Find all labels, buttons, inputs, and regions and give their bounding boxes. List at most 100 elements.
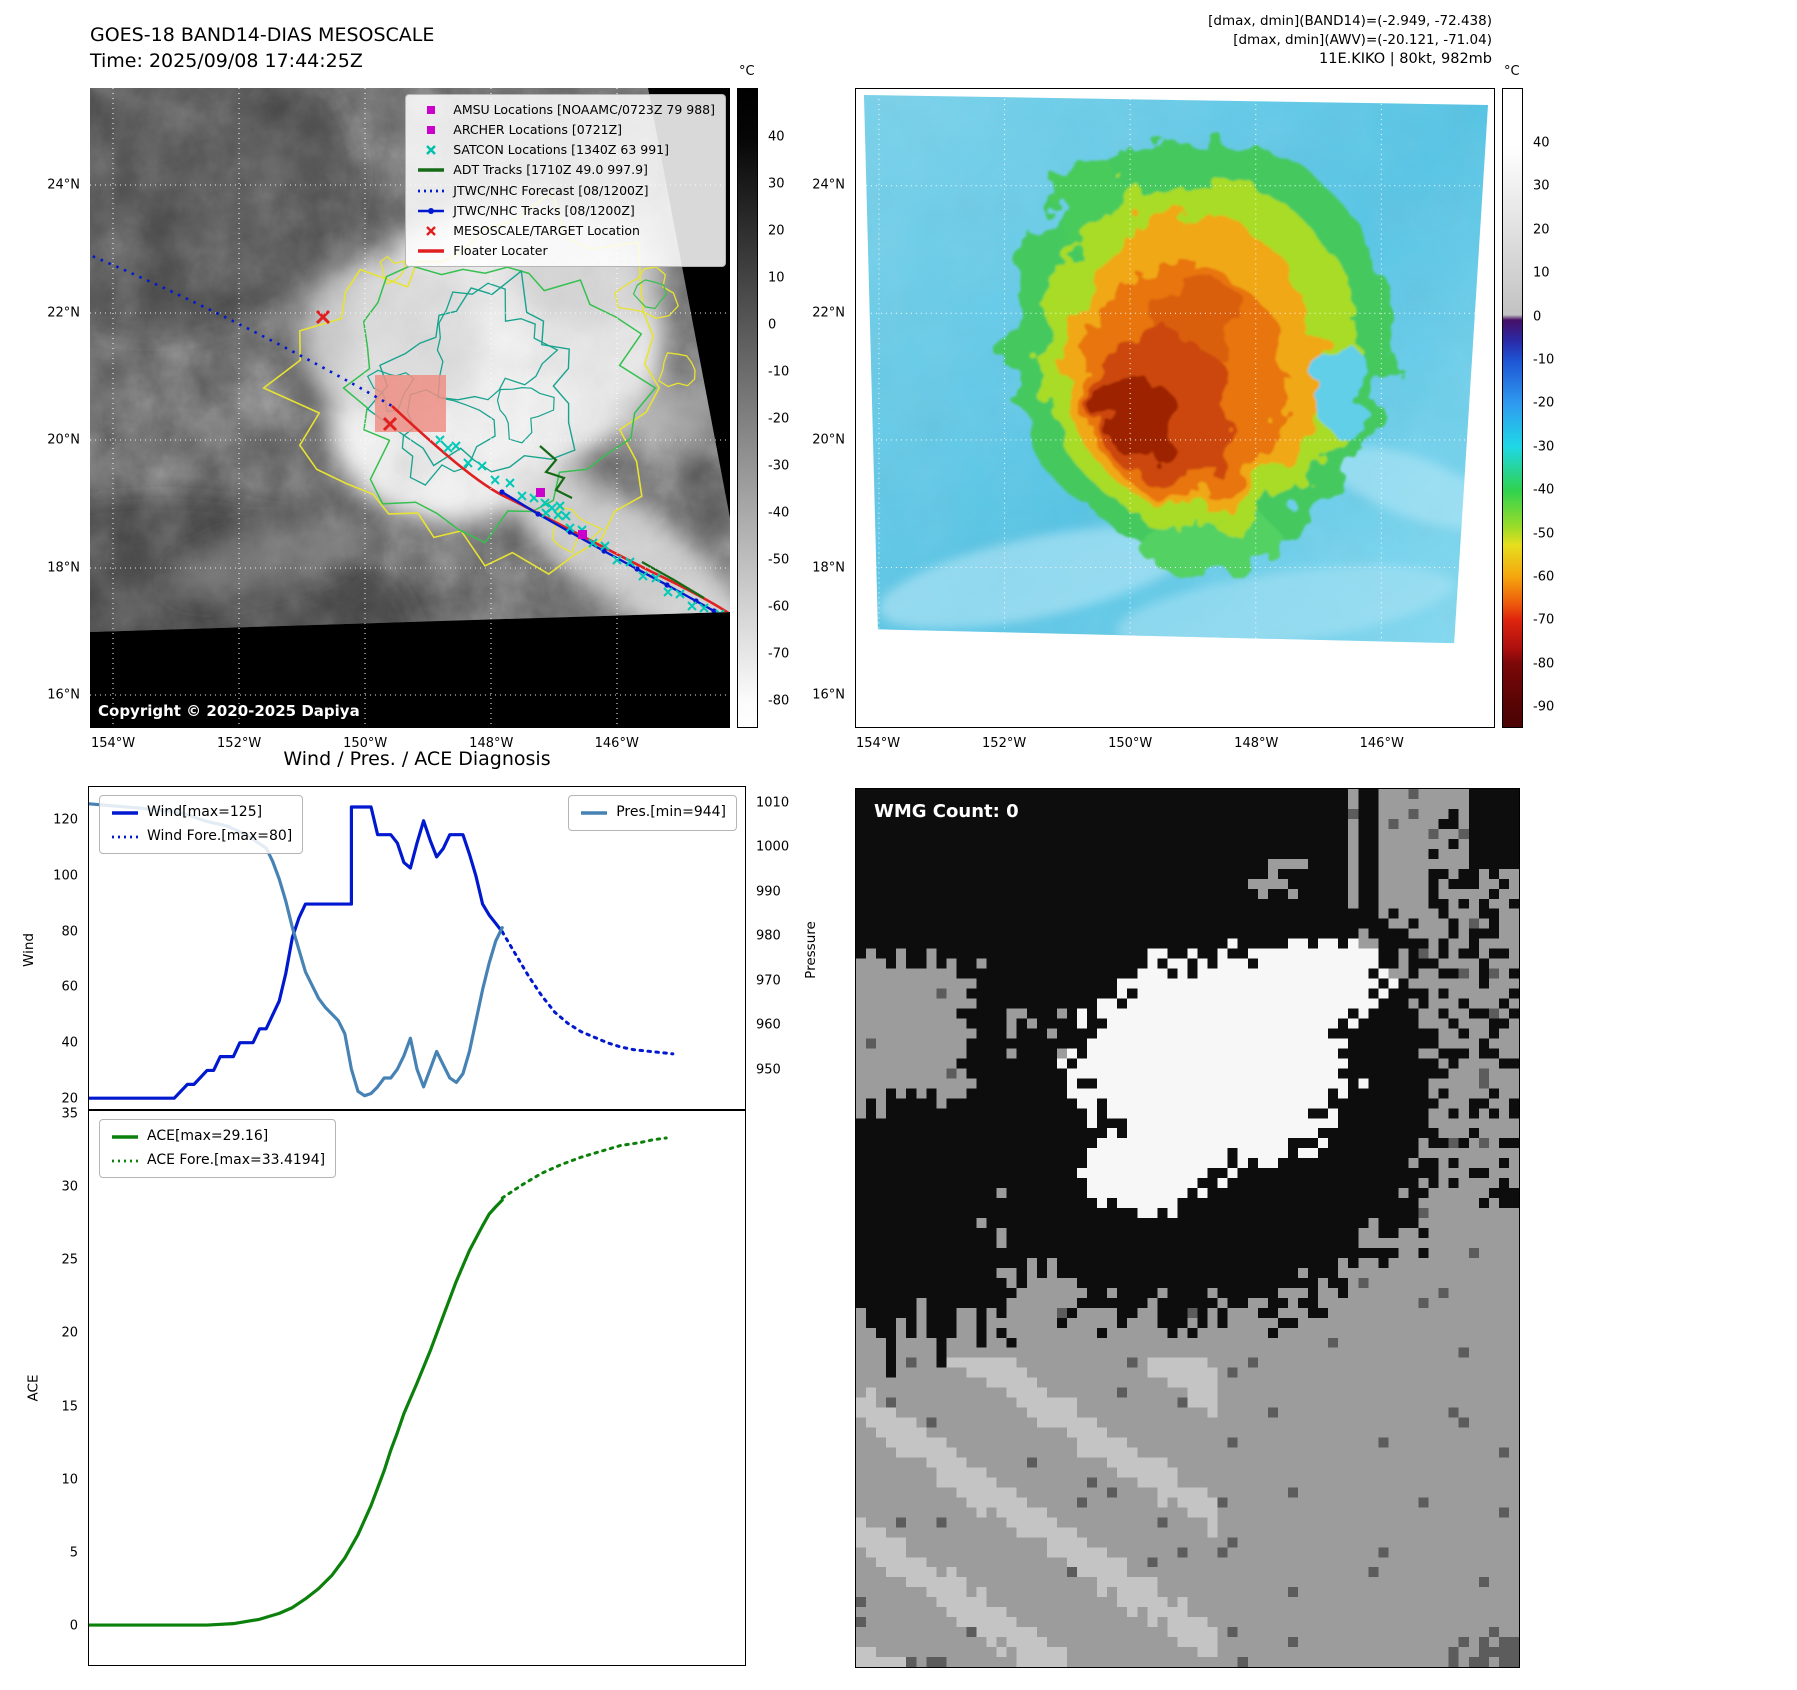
axis-tick-label: 20 (61, 1091, 78, 1107)
axis-tick-label: 80 (61, 924, 78, 940)
legend-label: ACE Fore.[max=33.4194] (147, 1151, 326, 1168)
wmg-count-panel: WMG Count: 0 (855, 788, 1520, 1668)
solid-marker-icon (110, 1130, 140, 1144)
axis-tick-label: -10 (1533, 352, 1555, 368)
axis-tick-label: 0 (768, 317, 777, 333)
pressure-axis-label: Pressure (802, 921, 819, 979)
axis-tick-label: 20°N (47, 432, 80, 448)
legend-item: ACE Fore.[max=33.4194] (110, 1150, 325, 1172)
solid-marker-icon (579, 806, 609, 820)
series-ACE[max=29.16] (89, 1198, 504, 1627)
axis-tick-label: 40 (1533, 135, 1550, 151)
axis-tick-label: 950 (756, 1062, 781, 1078)
axis-tick-label: 100 (53, 868, 78, 884)
legend-item: SATCON Locations [1340Z 63 991] (416, 141, 715, 159)
axis-tick-label: -70 (768, 646, 790, 662)
legend-label: Pres.[min=944] (616, 804, 726, 820)
line-marker-icon (416, 163, 446, 177)
legend-label: JTWC/NHC Forecast [08/1200Z] (453, 182, 649, 198)
line-marker-icon (416, 244, 446, 258)
legend-label: SATCON Locations [1340Z 63 991] (453, 142, 670, 158)
axis-tick-label: 15 (61, 1399, 78, 1414)
axis-tick-label: 152°W (982, 736, 1027, 751)
dotted-marker-icon (110, 830, 140, 844)
axis-tick-label: -80 (768, 693, 790, 709)
axis-tick-label: 150°W (343, 736, 388, 751)
axis-tick-label: -10 (768, 364, 790, 380)
axis-tick-label: 980 (756, 928, 781, 944)
diagnosis-chart-title: Wind / Pres. / ACE Diagnosis (283, 748, 551, 770)
awv-temperature-colorbar (1502, 88, 1523, 728)
legend-label: AMSU Locations [NOAAMC/0723Z 79 988] (453, 102, 715, 117)
wind-legend: Wind[max=125] Wind Fore.[max=80] (99, 795, 304, 855)
axis-tick-label: -50 (768, 552, 790, 568)
axis-tick-label: 18°N (47, 560, 80, 576)
axis-tick-label: 990 (756, 884, 781, 900)
colorbar-unit-label: °C (1504, 64, 1520, 79)
legend-item: ACE[max=29.16] (110, 1126, 325, 1148)
axis-tick-label: 1000 (756, 839, 790, 855)
axis-tick-label: -50 (1533, 526, 1555, 541)
axis-tick-label: 16°N (47, 687, 80, 703)
storm-id-intensity: 11E.KIKO | 80kt, 982mb (1319, 51, 1492, 67)
awv-lat-axis: 24°N 22°N 20°N 18°N 16°N (803, 88, 851, 728)
axis-tick-label: 18°N (812, 560, 845, 576)
pressure-axis-ticks: 1010 1000 990 980 970 960 950 (750, 786, 794, 1110)
dotted-marker-icon (110, 1154, 140, 1168)
axis-tick-label: 154°W (90, 736, 136, 751)
axis-tick-label: 146°W (1359, 736, 1404, 751)
axis-tick-label: 150°W (1108, 736, 1153, 751)
band14-title-block: GOES-18 BAND14-DIAS MESOSCALE Time: 2025… (90, 22, 434, 74)
mesoscale-target-x-icon (315, 309, 331, 325)
ace-chart: ACE[max=29.16] ACE Fore.[max=33.4194] (88, 1110, 746, 1666)
line-dot-marker-icon (416, 204, 446, 218)
axis-tick-label: 20 (768, 223, 785, 239)
axis-tick-label: 30 (61, 1179, 78, 1195)
wmg-pixel-image (856, 789, 1519, 1667)
legend-item: Wind[max=125] (110, 802, 292, 824)
axis-tick-label: 120 (53, 812, 78, 828)
latlon-gridlines (856, 89, 1494, 727)
axis-tick-label: 5 (69, 1545, 78, 1561)
square-marker-icon (416, 123, 446, 137)
axis-tick-label: 10 (768, 270, 785, 286)
wind-axis-ticks: 120 100 80 60 40 20 (40, 786, 84, 1110)
archer-location-marker (578, 530, 587, 539)
awv-enhanced-map (855, 88, 1495, 728)
x-marker-icon (416, 224, 446, 238)
legend-label: ARCHER Locations [0721Z] (453, 122, 623, 138)
ace-axis-ticks: 35 30 25 20 15 10 5 0 (40, 1107, 84, 1666)
axis-tick-label: -40 (768, 505, 790, 521)
axis-tick-label: 154°W (855, 736, 901, 751)
axis-tick-label: -30 (768, 458, 790, 474)
square-marker-icon (416, 103, 446, 117)
axis-tick-label: 0 (1533, 309, 1542, 325)
band14-timestamp: Time: 2025/09/08 17:44:25Z (90, 50, 363, 72)
legend-label: JTWC/NHC Tracks [08/1200Z] (453, 202, 635, 218)
legend-item: JTWC/NHC Tracks [08/1200Z] (416, 202, 715, 220)
axis-tick-label: -20 (1533, 395, 1555, 411)
legend-label: Floater Locater (453, 242, 548, 258)
axis-tick-label: -80 (1533, 656, 1555, 672)
axis-tick-label: 10 (61, 1472, 78, 1488)
wmg-count-label: WMG Count: 0 (874, 801, 1019, 822)
band14-lon-axis: 154°W 152°W 150°W 148°W 146°W (90, 732, 730, 752)
legend-item: Wind Fore.[max=80] (110, 826, 292, 848)
wind-pressure-chart: Wind[max=125] Wind Fore.[max=80] Pres.[mi… (88, 786, 746, 1110)
axis-tick-label: 24°N (47, 177, 80, 193)
legend-label: Wind Fore.[max=80] (147, 827, 293, 844)
dmax-dmin-header: [dmax, dmin](BAND14)=(-2.949, -72.438) [… (992, 12, 1492, 69)
axis-tick-label: 970 (756, 973, 781, 989)
legend-label: ADT Tracks [1710Z 49.0 997.9] (453, 162, 648, 178)
axis-tick-label: 0 (69, 1618, 78, 1634)
dmax-dmin-band14: [dmax, dmin](BAND14)=(-2.949, -72.438) (1208, 13, 1492, 29)
legend-item: Pres.[min=944] (579, 802, 726, 824)
axis-tick-label: -30 (1533, 439, 1555, 455)
band14-lat-axis: 24°N 22°N 20°N 18°N 16°N (38, 88, 86, 728)
axis-tick-label: 16°N (812, 687, 845, 703)
wind-axis-label: Wind (20, 933, 37, 967)
map-legend: AMSU Locations [NOAAMC/0723Z 79 988] ARCH… (405, 94, 726, 267)
axis-tick-label: 148°W (1234, 736, 1279, 751)
dotted-marker-icon (416, 184, 446, 198)
